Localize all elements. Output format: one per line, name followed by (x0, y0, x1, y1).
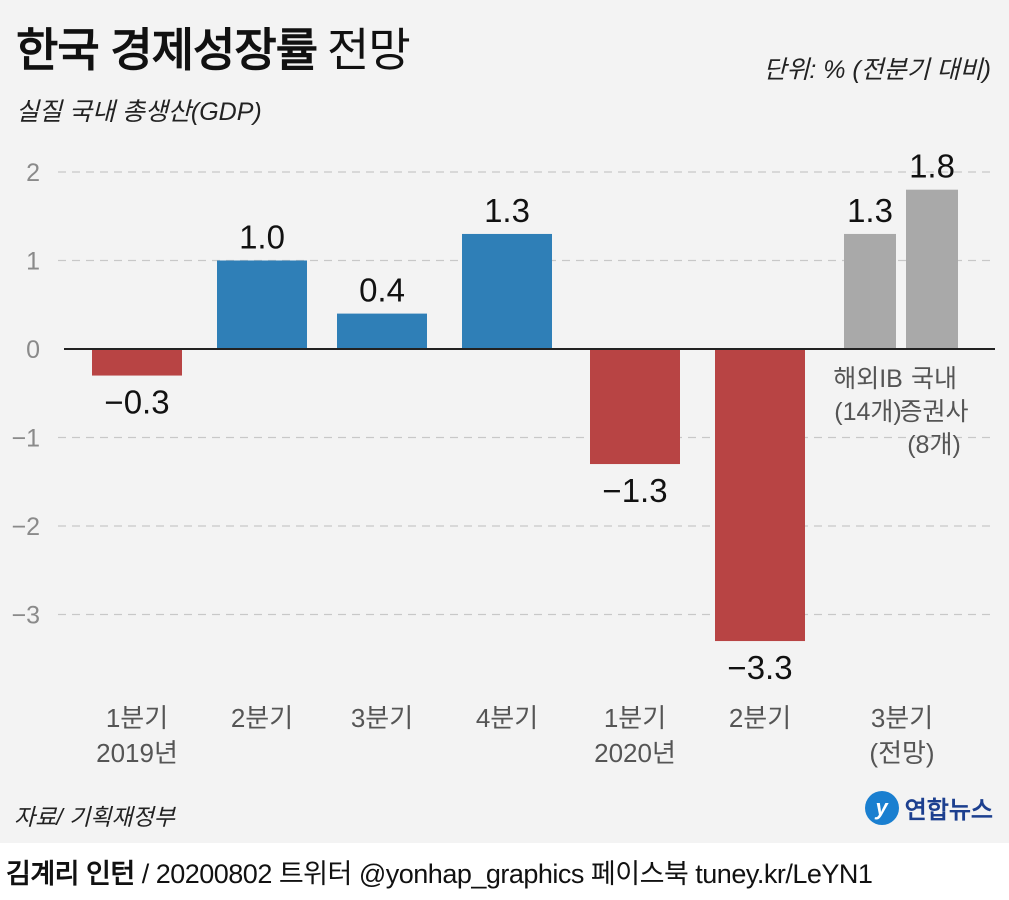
bar (92, 349, 182, 376)
category-label: 3분기 (351, 703, 413, 733)
value-label: 1.8 (909, 148, 955, 185)
source-note: 자료/ 기획재정부 (14, 804, 175, 830)
value-label: −3.3 (727, 649, 792, 686)
y-axis-ticks: 2 1 0 −1 −2 −3 (11, 159, 40, 630)
title-bold: 한국 경제성장률 (16, 24, 318, 76)
category-sublabel: 2019년 (96, 738, 178, 768)
value-label: 0.4 (359, 272, 405, 309)
credit-line: 김계리 인턴 / 20200802 트위터 @yonhap_graphics 페… (6, 852, 873, 891)
chart-panel (0, 0, 1009, 843)
bar (906, 189, 958, 349)
credit-details: / 20200802 트위터 @yonhap_graphics 페이스북 tun… (134, 859, 873, 889)
category-label: 2분기 (729, 703, 791, 733)
value-label: 1.0 (239, 219, 285, 256)
bar (217, 260, 307, 349)
chart-title: 한국 경제성장률 전망 (16, 22, 411, 78)
author: 김계리 인턴 (6, 859, 135, 889)
category-label: 4분기 (476, 703, 538, 733)
chart-subtitle: 실질 국내 총생산(GDP) (16, 98, 262, 126)
forecast-sublabel: 증권사 (899, 398, 968, 426)
y-tick-label: −3 (11, 602, 40, 630)
category-label: 2분기 (231, 703, 293, 733)
value-label: −0.3 (104, 384, 169, 421)
category-labels: 1분기 2019년 2분기 3분기 4분기 1분기 2020년 2분기 3분기 (전망) (96, 703, 934, 768)
bar (337, 313, 427, 349)
forecast-sublabel: 해외IB (833, 365, 903, 393)
forecast-sublabel: 국내 (911, 365, 957, 393)
value-label: 1.3 (484, 192, 530, 229)
bar-chart: 2 1 0 −1 −2 −3 −0.3 1.0 0.4 1.3 −1.3 −3.3 1.3 1.8 1분… (11, 148, 995, 768)
bar (590, 349, 680, 465)
bar (462, 233, 552, 349)
category-label: 1분기 (106, 703, 168, 733)
y-tick-label: 2 (26, 159, 40, 187)
y-tick-label: −1 (11, 425, 40, 453)
bar (715, 349, 805, 642)
bar (844, 233, 896, 349)
yonhap-logo-text: 연합뉴스 (904, 797, 993, 824)
bars (92, 189, 958, 642)
yonhap-logo: y 연합뉴스 (864, 790, 993, 825)
y-tick-label: 0 (26, 336, 40, 364)
unit-label: 단위: % (전분기 대비) (763, 56, 991, 84)
forecast-sublabel: (8개) (907, 431, 961, 459)
category-label: 1분기 (604, 703, 666, 733)
title-light: 전망 (327, 24, 411, 76)
value-label: 1.3 (847, 192, 893, 229)
category-label: 3분기 (871, 703, 933, 733)
value-labels: −0.3 1.0 0.4 1.3 −1.3 −3.3 1.3 1.8 (104, 148, 955, 686)
value-label: −1.3 (602, 472, 667, 509)
forecast-sublabel: (14개) (834, 398, 901, 426)
category-sublabel: (전망) (869, 738, 934, 768)
yonhap-logo-icon: y (864, 790, 899, 825)
category-sublabel: 2020년 (594, 738, 676, 768)
y-tick-label: −2 (11, 513, 40, 541)
y-tick-label: 1 (26, 248, 40, 276)
